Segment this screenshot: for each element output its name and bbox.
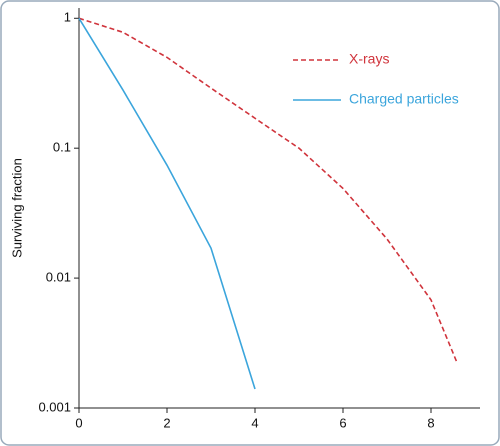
y-tick-label: 1 xyxy=(64,10,71,25)
x-tick-label: 2 xyxy=(163,415,170,430)
legend-label: X-rays xyxy=(349,51,389,67)
y-tick-label: 0.1 xyxy=(53,140,71,155)
y-tick-label: 0.01 xyxy=(46,270,71,285)
x-tick-label: 8 xyxy=(427,415,434,430)
y-tick-label: 0.001 xyxy=(38,399,71,414)
series-line xyxy=(78,17,256,390)
y-axis-label: Surviving fraction xyxy=(9,158,24,258)
legend-label: Charged particles xyxy=(349,91,459,107)
x-tick-label: 6 xyxy=(339,415,346,430)
x-tick-label: 0 xyxy=(75,415,82,430)
x-tick-label: 4 xyxy=(251,415,258,430)
